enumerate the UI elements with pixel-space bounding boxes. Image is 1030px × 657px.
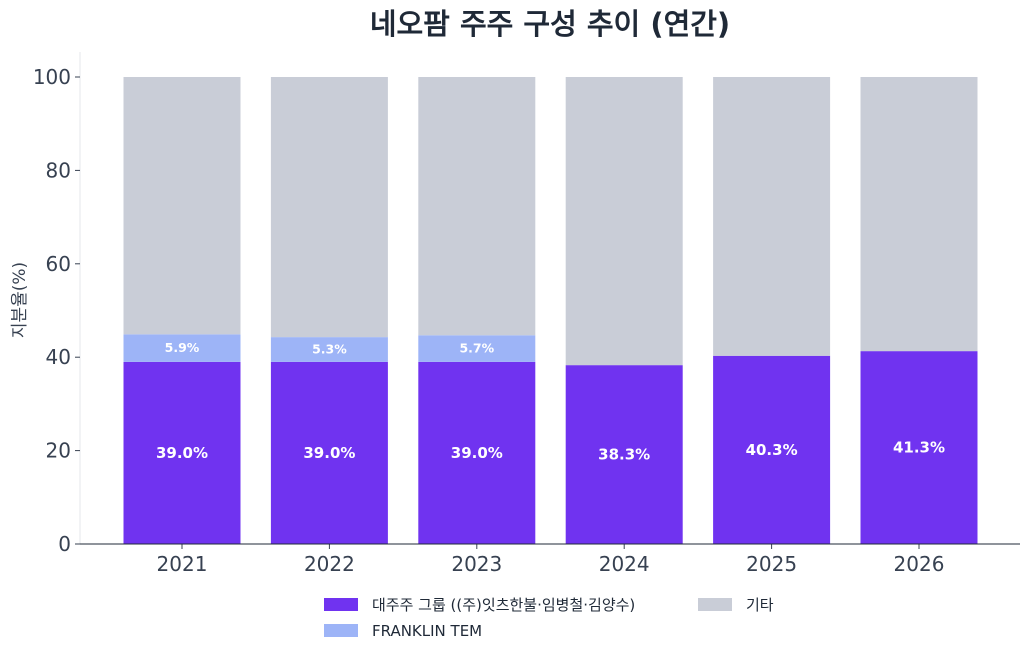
bar-segment bbox=[418, 361, 536, 544]
legend-swatch bbox=[324, 624, 358, 637]
y-tick-label: 40 bbox=[46, 345, 71, 369]
legend-label: FRANKLIN TEM bbox=[372, 622, 482, 640]
bar-segment bbox=[270, 77, 388, 338]
segment-value-label: 41.3% bbox=[893, 439, 945, 457]
y-tick-label: 60 bbox=[46, 252, 71, 276]
y-tick-label: 0 bbox=[58, 532, 71, 556]
x-tick-label: 2021 bbox=[157, 552, 208, 576]
legend-label: 대주주 그룹 ((주)잇츠한불·임병철·김양수) bbox=[372, 596, 635, 614]
bar-segment bbox=[565, 365, 683, 544]
legend-label: 기타 bbox=[746, 596, 774, 614]
x-tick-label: 2025 bbox=[746, 552, 797, 576]
segment-value-label: 39.0% bbox=[156, 444, 208, 462]
bar-segment bbox=[270, 337, 388, 362]
bar-segment bbox=[565, 77, 683, 366]
segment-value-label: 39.0% bbox=[303, 444, 355, 462]
x-tick-label: 2022 bbox=[304, 552, 355, 576]
y-axis-label: 지분율(%) bbox=[10, 262, 30, 338]
y-tick-label: 100 bbox=[33, 65, 71, 89]
bar-segment bbox=[123, 361, 241, 544]
segment-labels-group: 39.0% 5.9% 39.0% 5.3% 39.0% 5.7% 38.3% 40.3% 41.… bbox=[156, 340, 945, 463]
bar-segment bbox=[713, 77, 831, 356]
bar-segment bbox=[123, 334, 241, 362]
bar-segment bbox=[860, 351, 978, 544]
x-tick-label: 2026 bbox=[894, 552, 945, 576]
x-tick-label: 2024 bbox=[599, 552, 650, 576]
bar-segment bbox=[270, 361, 388, 544]
bar-segment bbox=[418, 335, 536, 362]
segment-value-label: 5.3% bbox=[312, 341, 347, 356]
y-tick-label: 20 bbox=[46, 439, 71, 463]
segment-value-label: 40.3% bbox=[746, 441, 798, 459]
bar-segment bbox=[713, 355, 831, 544]
legend-swatch bbox=[324, 598, 358, 611]
segment-value-label: 39.0% bbox=[451, 444, 503, 462]
axes-group: 2021 2022 2023 2024 2025 2026 0 20 40 60 80 100 bbox=[33, 52, 1020, 576]
segment-value-label: 5.7% bbox=[459, 341, 494, 356]
x-tick-label: 2023 bbox=[451, 552, 502, 576]
segment-value-label: 5.9% bbox=[165, 340, 200, 355]
bars-group bbox=[123, 77, 978, 544]
segment-value-label: 38.3% bbox=[598, 446, 650, 464]
legend: 대주주 그룹 ((주)잇츠한불·임병철·김양수) 기타 FRANKLIN TEM bbox=[324, 596, 774, 640]
chart-title: 네오팜 주주 구성 추이 (연간) bbox=[370, 7, 730, 41]
bar-segment bbox=[123, 77, 241, 335]
y-tick-label: 80 bbox=[46, 158, 71, 182]
bar-segment bbox=[418, 77, 536, 336]
bar-segment bbox=[860, 77, 978, 352]
legend-swatch bbox=[698, 598, 732, 611]
